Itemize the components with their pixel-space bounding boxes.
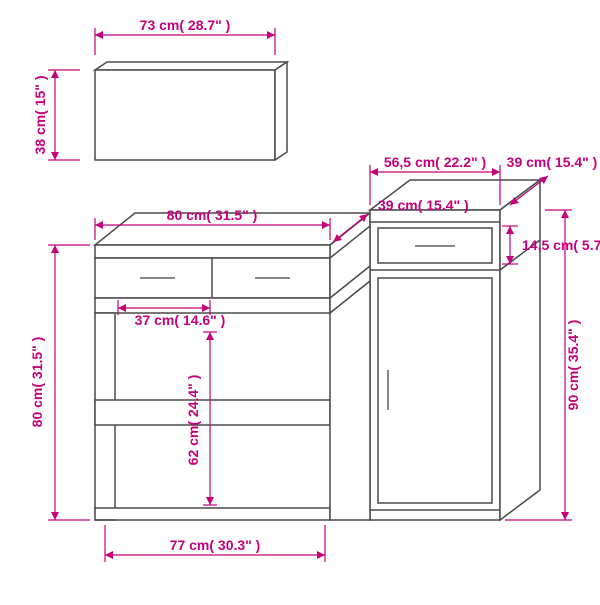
dim-cabinet-depth: 39 cm( 15.4" ) (507, 154, 598, 170)
dim-cabinet-height: 90 cm( 35.4" ) (565, 320, 581, 411)
dim-drawer-height: 14,5 cm( 5.7" ) (522, 237, 600, 253)
dim-opening-height: 62 cm( 24.4" ) (185, 375, 201, 466)
dim-cabinet-width: 56,5 cm( 22.2" ) (384, 154, 486, 170)
dim-desk-width: 80 cm( 31.5" ) (167, 207, 258, 223)
desk-body (95, 245, 330, 520)
dim-mirror-width: 73 cm( 28.7" ) (140, 17, 231, 33)
dim-drawer-width: 37 cm( 14.6" ) (135, 312, 226, 328)
mirror-shape (95, 62, 287, 160)
furniture-dimension-diagram: 73 cm( 28.7" ) 38 cm( 15" ) 56,5 cm( 22.… (0, 0, 600, 600)
dim-base-width: 77 cm( 30.3" ) (170, 537, 261, 553)
dim-mirror-height: 38 cm( 15" ) (32, 75, 48, 154)
dim-desk-depth: 39 cm( 15.4" ) (378, 197, 469, 213)
dim-desk-height: 80 cm( 31.5" ) (29, 337, 45, 428)
cabinet-body (370, 180, 540, 520)
